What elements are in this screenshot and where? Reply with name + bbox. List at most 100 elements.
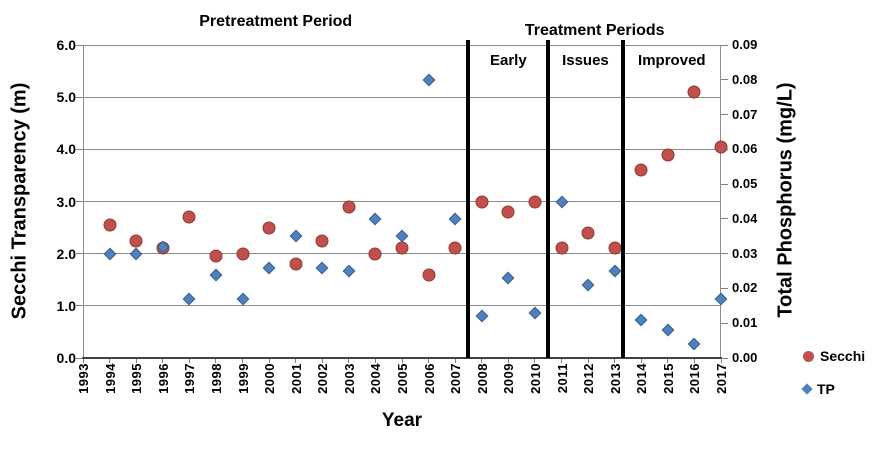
treatment-periods-label: Treatment Periods [524,22,665,39]
right-axis-tick [721,183,728,185]
right-axis-tick-label: 0.01 [732,315,758,331]
tp-data-point [182,292,196,306]
right-axis-tick [721,114,728,116]
tp-data-point [581,278,595,292]
right-axis-tick-label: 0.09 [732,37,758,52]
period-divider-line [620,40,625,358]
x-axis-tick-label: 2006 [421,363,437,394]
x-axis-tick [215,359,217,363]
x-axis-tick-label: 2015 [660,363,676,394]
right-axis-tick-label: 0.07 [732,106,758,122]
tp-data-point [475,309,489,323]
right-axis-tick-label: 0.04 [732,210,758,226]
left-axis-tick [76,357,83,359]
right-axis-tick-label: 0.08 [732,71,758,87]
x-axis-tick [534,359,536,363]
x-axis-tick-label: 1993 [76,363,91,394]
x-axis-tick [507,359,509,363]
x-axis-tick-label: 2009 [501,363,517,394]
secchi-data-point [315,234,329,248]
left-axis-line [83,45,84,358]
secchi-data-point [448,241,462,255]
secchi-data-point [501,205,515,219]
tp-data-point [661,323,675,337]
x-axis-tick-label: 2016 [687,363,703,394]
x-axis-tick-label: 1998 [208,363,224,394]
x-axis-tick-label: 2003 [341,363,357,394]
left-axis-title: Secchi Transparency (m) [8,82,31,320]
secchi-data-point [209,249,223,263]
secchi-data-point [581,226,595,240]
left-axis-tick-label: 3.0 [56,193,76,210]
x-axis-tick-label: 2012 [581,363,597,394]
x-axis-tick-label: 1994 [102,363,118,394]
x-axis-tick-label: 1996 [155,363,171,394]
x-axis-tick-label: 2008 [474,363,490,394]
secchi-data-point [528,195,542,208]
x-axis-tick-label: 1999 [235,363,251,394]
tp-data-point [634,313,648,327]
x-axis-tick [428,359,430,363]
legend-item-tp: TP [801,381,835,397]
x-axis-tick-label: 2017 [714,363,729,394]
x-axis-tick-label: 1997 [182,363,198,394]
x-axis-tick [82,359,84,363]
secchi-data-point [182,210,196,224]
x-axis-tick [720,359,722,363]
tp-data-point [369,212,382,226]
x-axis-tick [693,359,695,363]
tp-data-point [342,264,356,278]
secchi-data-point [289,257,303,271]
tp-data-point [395,229,409,243]
secchi-data-point [103,218,117,232]
period-label-issues: Issues [562,52,609,69]
left-axis-tick-label: 1.0 [56,297,76,314]
secchi-data-point [262,221,276,235]
x-axis-tick [561,359,562,363]
secchi-data-point [342,200,356,214]
secchi-legend-marker-icon [803,350,814,362]
right-axis-tick-label: 0.03 [732,245,758,261]
period-divider-line [466,40,471,358]
left-axis-tick-label: 4.0 [56,141,76,158]
tp-data-point [236,292,249,306]
right-axis-tick-label: 0.00 [732,350,758,365]
x-axis-tick [242,359,243,363]
secchi-data-point [608,241,622,255]
x-axis-line [82,357,722,359]
x-axis-tick [481,359,483,363]
right-axis-tick [721,79,728,81]
left-axis-tick [76,148,83,150]
x-axis-tick [587,359,589,363]
gridline [83,201,721,202]
gridline [83,96,721,98]
tp-data-point [103,247,116,261]
gridline [83,148,721,150]
right-axis-title: Total Phosphorus (mg/L) [774,82,797,318]
x-axis-tick [348,359,350,363]
right-axis-tick [721,253,728,255]
x-axis-tick-label: 2014 [634,363,650,394]
x-axis-tick-label: 2001 [288,363,304,394]
pretreatment-period-label: Pretreatment Period [199,13,353,30]
secchi-data-point [687,85,701,99]
secchi-data-point [475,195,489,208]
tp-data-point [608,264,622,278]
x-axis-tick-label: 2002 [315,363,331,394]
left-axis-tick [76,305,83,307]
x-axis-tick-label: 2004 [368,363,384,394]
x-axis-tick [268,359,270,363]
right-axis-tick [721,218,728,220]
x-axis-tick [401,359,403,363]
right-axis-tick [721,287,728,289]
right-axis-tick-label: 0.02 [732,280,758,296]
x-axis-tick [135,359,137,363]
x-axis-tick [374,359,376,363]
x-axis-tick-label: 1995 [129,363,145,394]
right-axis-tick-label: 0.06 [732,141,758,157]
left-axis-tick-label: 0.0 [56,350,76,366]
tp-legend-label: TP [817,381,835,397]
tp-data-point [289,229,303,243]
tp-data-point [528,306,542,320]
